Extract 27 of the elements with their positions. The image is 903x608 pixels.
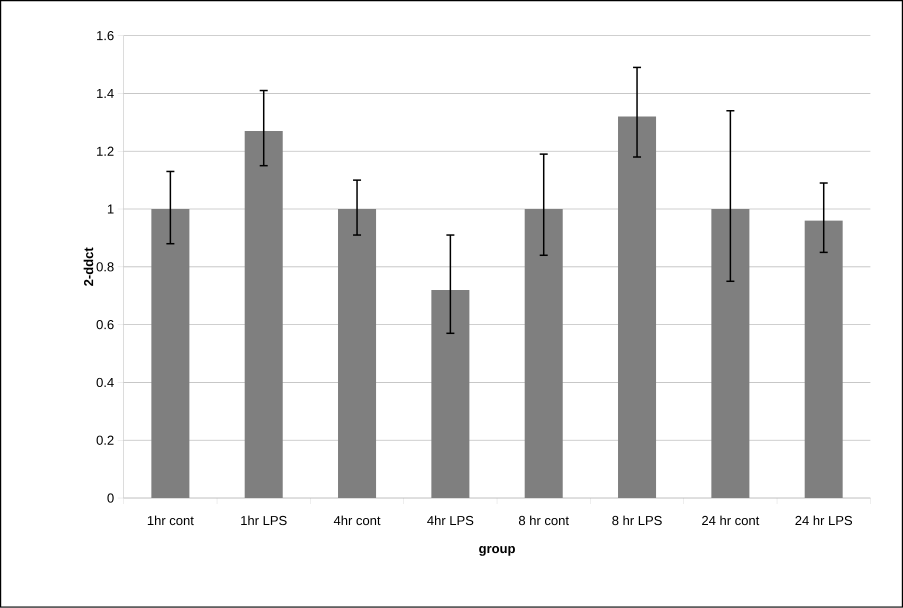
bar (711, 209, 750, 498)
x-tick-label: 24 hr LPS (795, 516, 852, 526)
y-tick-label: 0 (107, 494, 114, 503)
bar (618, 116, 656, 498)
y-tick-label: 0.8 (96, 262, 114, 272)
y-tick-label: 0.4 (96, 378, 114, 388)
y-tick-label: 0.6 (96, 320, 114, 330)
y-tick-label: 1 (108, 204, 114, 214)
bar (151, 209, 190, 498)
x-tick-label: 1hr cont (148, 516, 194, 526)
y-tick-label: 0.2 (96, 436, 114, 445)
bar (431, 290, 470, 498)
bar (524, 209, 563, 498)
y-tick-label: 1.6 (97, 31, 114, 40)
bar (804, 220, 843, 498)
y-axis-title: 2-ddct (84, 248, 94, 286)
bar (244, 131, 283, 498)
x-tick-label: 8 hr LPS (612, 516, 662, 526)
x-tick-label: 8 hr cont (518, 516, 569, 526)
x-tick-label: 1hr LPS (241, 516, 287, 526)
x-tick-label: 4hr cont (334, 516, 380, 526)
y-tick-label: 1.2 (97, 146, 114, 156)
x-axis-title: group (479, 546, 515, 556)
x-tick-label: 4hr LPS (427, 516, 474, 526)
x-tick-label: 24 hr cont (702, 516, 760, 526)
bar (338, 209, 376, 498)
y-tick-label: 1.4 (97, 89, 114, 98)
